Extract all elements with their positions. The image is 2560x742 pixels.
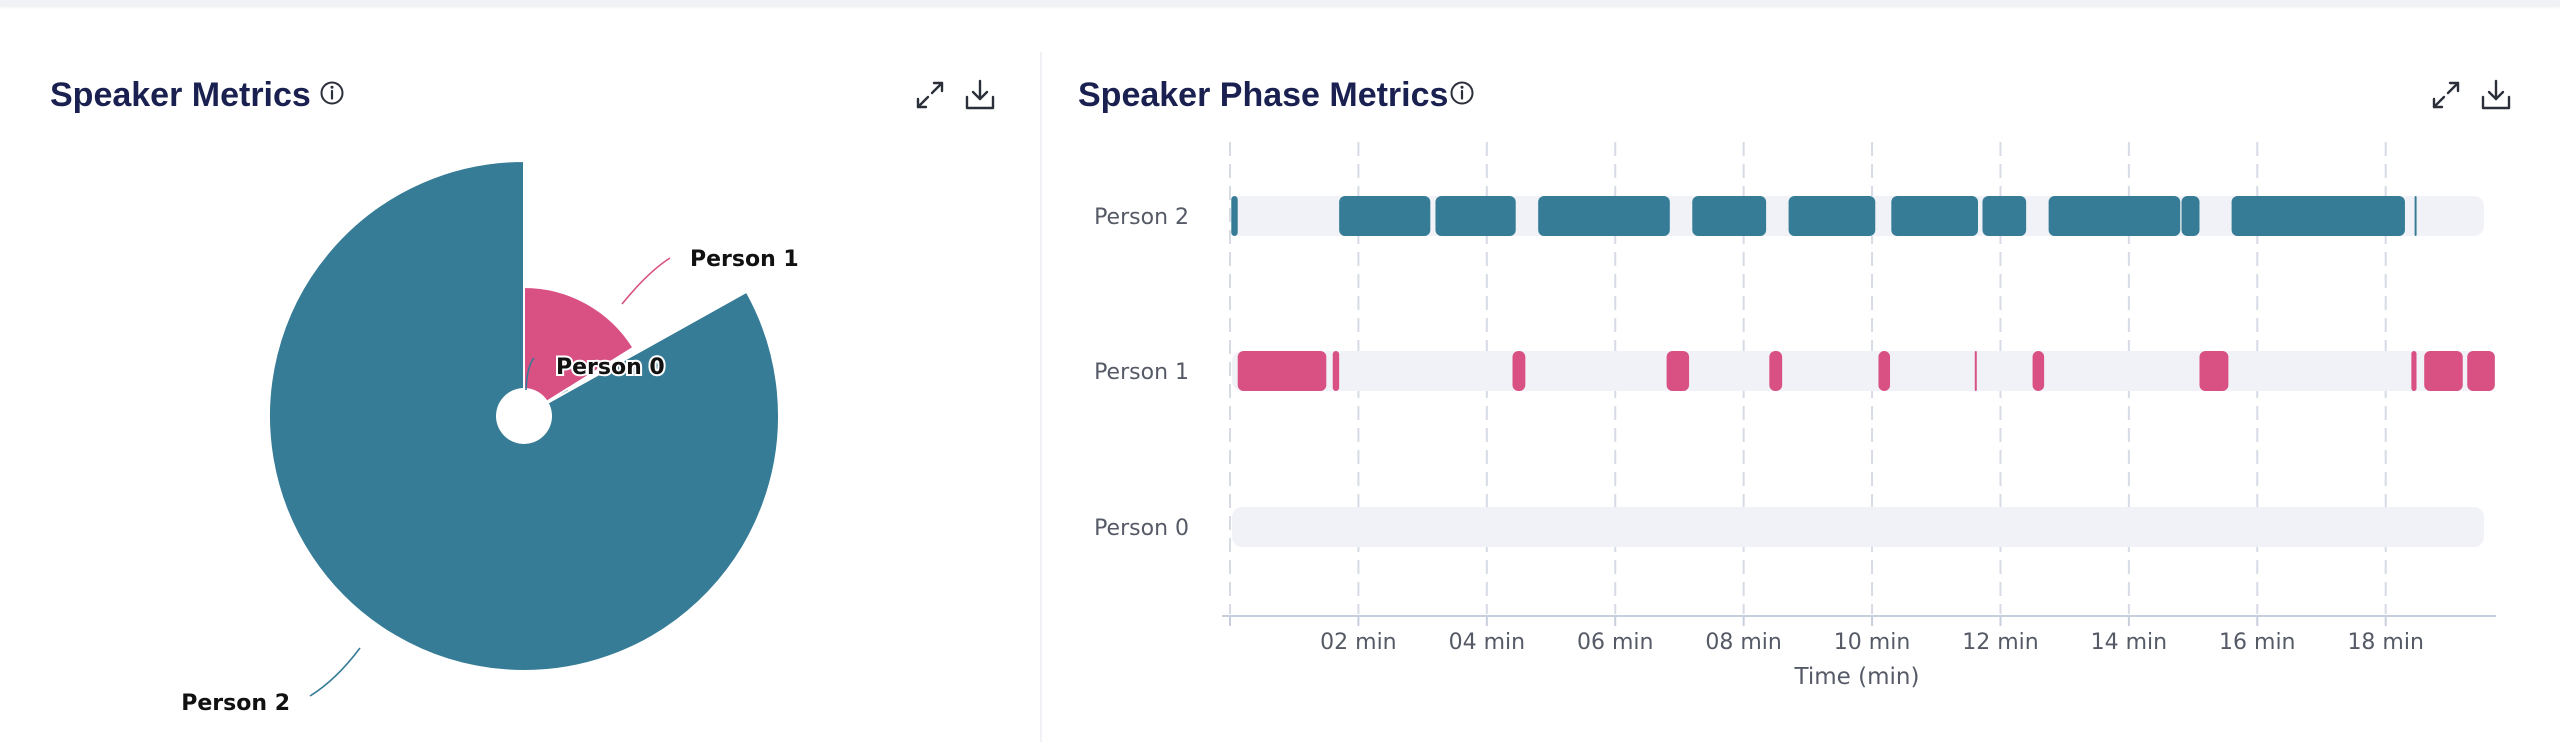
row-label-person-0: Person 0 [1094,516,1189,541]
speech-segment[interactable] [1788,196,1876,236]
speech-segment[interactable] [2181,196,2200,236]
speech-segment[interactable] [2414,196,2417,236]
leader-line [621,257,671,305]
panel-divider [1040,52,1042,742]
speaker-timeline-chart: Person 2 Person 1 Person 0 02 min 04 min 06 m… [1094,142,2496,690]
timeline-track [1232,351,2484,391]
speech-segment[interactable] [2048,196,2181,236]
speech-segment[interactable] [1332,351,1340,391]
x-tick-label: 18 min [2347,630,2423,655]
speech-segment[interactable] [1878,351,1891,391]
pie-label-person-1: Person 1 [690,247,799,272]
speaker-phase-panel: Speaker Phase Metrics Person 2 Person 1 Pe… [1046,40,2560,742]
leader-line [525,357,535,391]
info-icon[interactable] [1448,79,1476,107]
row-label-person-1: Person 1 [1094,360,1189,385]
speech-segment[interactable] [1891,196,1978,236]
row-label-person-2: Person 2 [1094,205,1189,230]
speaker-metrics-panel: Speaker Metrics Person 1 Person 0 Person 2 [0,40,1034,742]
info-icon[interactable] [318,79,346,107]
speaker-pie-chart: Person 1 Person 0 Person 2 [181,159,799,716]
pie-label-person-0: Person 0 [556,355,665,380]
speaker-phase-title: Speaker Phase Metrics [1078,76,1449,114]
expand-icon[interactable] [913,78,947,112]
speech-segment[interactable] [1512,351,1526,391]
speech-segment[interactable] [2231,196,2405,236]
x-tick-label: 10 min [1834,630,1910,655]
x-tick-label: 04 min [1449,630,1525,655]
speech-segment[interactable] [2467,351,2495,391]
speech-segment[interactable] [1692,196,1767,236]
pie-label-person-2: Person 2 [181,691,290,716]
speech-segment[interactable] [1435,196,1516,236]
speech-segment[interactable] [2411,351,2417,391]
timeline-track [1232,507,2484,547]
x-tick-label: 06 min [1577,630,1653,655]
x-axis-title: Time (min) [1794,664,1920,690]
speech-segment[interactable] [1231,196,1238,236]
pie-slice-person-2[interactable] [268,159,780,672]
speech-segment[interactable] [1538,196,1670,236]
x-tick-label: 12 min [1962,630,2038,655]
speech-segment[interactable] [1974,351,1977,391]
speaker-metrics-title: Speaker Metrics [50,76,311,114]
x-tick-label: 08 min [1705,630,1781,655]
speech-segment[interactable] [1769,351,1783,391]
speech-segment[interactable] [1339,196,1431,236]
download-icon[interactable] [2479,78,2513,112]
top-toolbar-strip [0,0,2560,6]
speech-segment[interactable] [1237,351,1327,391]
pie-slice-person-1[interactable] [523,285,635,404]
leader-line [309,647,361,697]
download-icon[interactable] [963,78,997,112]
speech-segment[interactable] [2199,351,2229,391]
x-tick-label: 14 min [2091,630,2167,655]
x-tick-label: 02 min [1320,630,1396,655]
x-tick-label: 16 min [2219,630,2295,655]
expand-icon[interactable] [2429,78,2463,112]
speech-segment[interactable] [2424,351,2463,391]
speech-segment[interactable] [1982,196,2027,236]
speech-segment[interactable] [2032,351,2045,391]
speech-segment[interactable] [1666,351,1690,391]
